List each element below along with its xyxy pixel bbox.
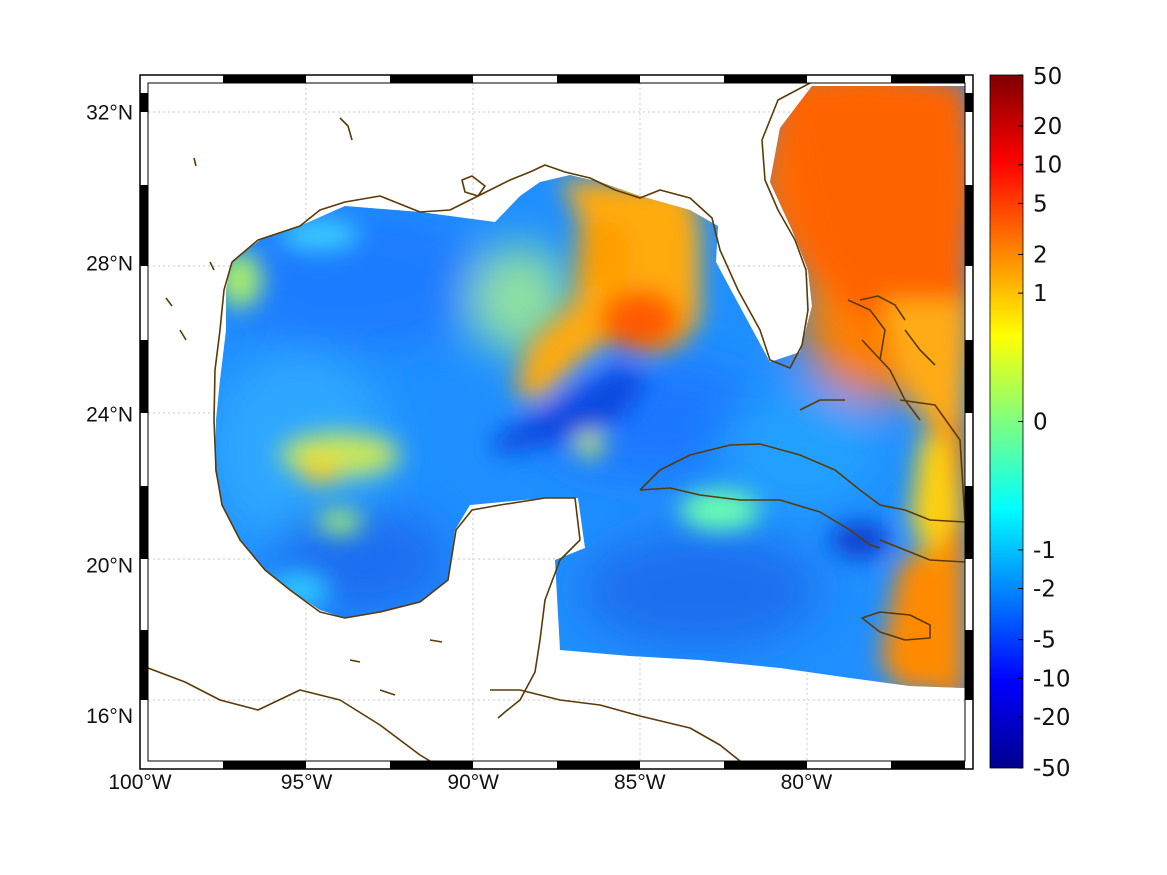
latitude-tick-label: 16°N [86,705,133,728]
longitude-tick-label: 80°W [781,771,833,794]
longitude-tick-label: 100°W [108,771,171,794]
longitude-tick-labels: 100°W 95°W 90°W 85°W 80°W [108,771,832,794]
latitude-tick-labels: 32°N 28°N 24°N 20°N 16°N [86,102,133,728]
latitude-tick-label: 28°N [86,253,133,276]
coastline [148,83,965,761]
colorbar-tick-label: -2 [1033,577,1056,603]
latitude-tick-label: 24°N [86,403,133,426]
colorbar-tick-label: 50 [1033,64,1062,90]
colorbar-tick-label: 2 [1033,242,1048,268]
colorbar-tick-label: 10 [1033,153,1062,179]
longitude-tick-label: 95°W [281,771,333,794]
colorbar-tick-label: 20 [1033,114,1062,140]
data-field [215,86,965,688]
colorbar-tick-label: -20 [1033,705,1071,731]
colorbar-tick-label: 0 [1033,410,1048,436]
colorbar-tick-label: 5 [1033,191,1048,217]
longitude-tick-label: 85°W [614,771,666,794]
colorbar-tick-label: 1 [1033,281,1048,307]
colorbar-tick-label: -1 [1033,538,1056,564]
longitude-tick-label: 90°W [447,771,499,794]
latitude-tick-label: 20°N [86,554,133,577]
colorbar-tick-label: -5 [1033,628,1056,654]
latitude-tick-label: 32°N [86,102,133,125]
map-frame [139,74,974,770]
colorbar-tick-label: -10 [1033,666,1071,692]
colorbar-tick-label: -50 [1033,756,1071,782]
